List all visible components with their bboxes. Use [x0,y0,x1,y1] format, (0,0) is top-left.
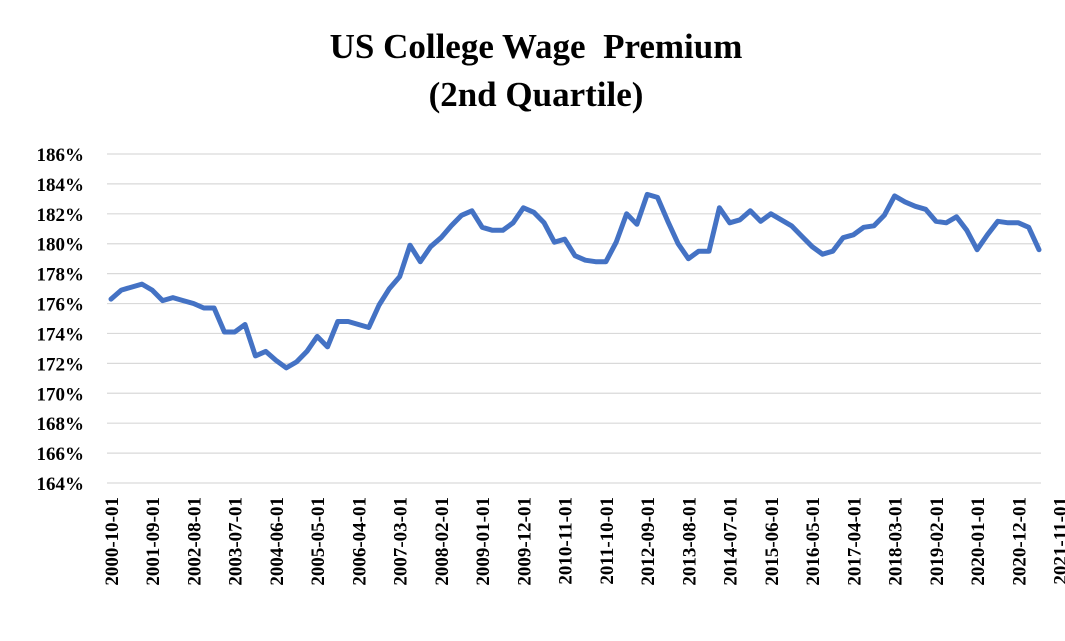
x-tick-label: 2001-09-01 [143,497,164,586]
x-tick-label: 2007-03-01 [391,497,412,586]
x-tick-label: 2020-12-01 [1009,497,1030,586]
x-tick-label: 2014-07-01 [721,497,742,586]
y-tick-label: 172% [37,354,85,375]
x-tick-label: 2016-05-01 [803,497,824,586]
chart-title: US College Wage Premium [330,27,743,66]
y-tick-label: 164% [37,474,85,495]
y-tick-label: 184% [37,175,85,196]
y-tick-label: 176% [37,295,85,316]
x-tick-label: 2002-08-01 [184,497,205,586]
x-tick-label: 2015-06-01 [762,497,783,586]
x-tick-label: 2020-01-01 [968,497,989,586]
x-tick-label: 2021-11-01 [1051,497,1065,585]
y-tick-label: 166% [37,444,85,465]
x-tick-label: 2000-10-01 [102,497,123,586]
y-tick-label: 180% [37,235,85,256]
y-axis-ticks: 186% 184% 182% 180% 178% 176% 174% 172% 170% 168%… [37,145,85,495]
series-layer [108,191,1042,371]
x-tick-label: 2018-03-01 [886,497,907,586]
y-tick-label: 186% [37,145,85,166]
x-tick-label: 2010-11-01 [556,497,577,585]
y-tick-label: 182% [37,205,85,226]
x-tick-label: 2009-01-01 [473,497,494,586]
x-tick-label: 2008-02-01 [432,497,453,586]
x-tick-label: 2003-07-01 [226,497,247,586]
x-tick-label: 2005-05-01 [308,497,329,586]
x-axis-ticks: 2000-10-01 2001-09-01 2002-08-01 2003-07-01… [102,497,1065,586]
series-line [108,191,1042,371]
y-tick-label: 178% [37,265,85,286]
x-tick-label: 2019-02-01 [927,497,948,586]
x-tick-label: 2004-06-01 [267,497,288,586]
chart-subtitle: (2nd Quartile) [429,75,644,114]
gridlines [107,153,1041,484]
x-tick-label: 2013-08-01 [679,497,700,586]
x-tick-label: 2017-04-01 [844,497,865,586]
y-tick-label: 168% [37,414,85,435]
x-tick-label: 2006-04-01 [349,497,370,586]
x-tick-label: 2011-10-01 [597,497,618,585]
x-tick-label: 2012-09-01 [638,497,659,586]
x-tick-label: 2009-12-01 [514,497,535,586]
y-tick-label: 170% [37,384,85,405]
y-tick-label: 174% [37,324,85,345]
